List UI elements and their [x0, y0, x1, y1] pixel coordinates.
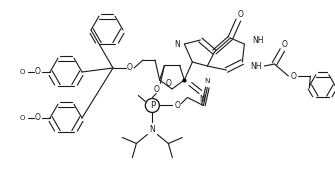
- Text: O: O: [238, 10, 243, 18]
- Text: O: O: [166, 79, 172, 87]
- Text: O: O: [35, 68, 41, 76]
- Text: P: P: [150, 101, 155, 110]
- Text: O: O: [19, 115, 25, 121]
- Text: N: N: [199, 94, 205, 104]
- Text: O: O: [290, 72, 296, 81]
- Text: O: O: [153, 85, 159, 94]
- Text: O: O: [19, 69, 25, 75]
- Text: O: O: [281, 40, 287, 48]
- Text: NH: NH: [253, 36, 264, 44]
- Text: O: O: [175, 101, 180, 110]
- Text: N: N: [205, 79, 210, 84]
- Text: NH: NH: [251, 61, 262, 70]
- Text: N: N: [149, 125, 155, 134]
- Text: N: N: [175, 40, 180, 48]
- Text: O: O: [35, 113, 41, 122]
- Text: O: O: [127, 63, 133, 73]
